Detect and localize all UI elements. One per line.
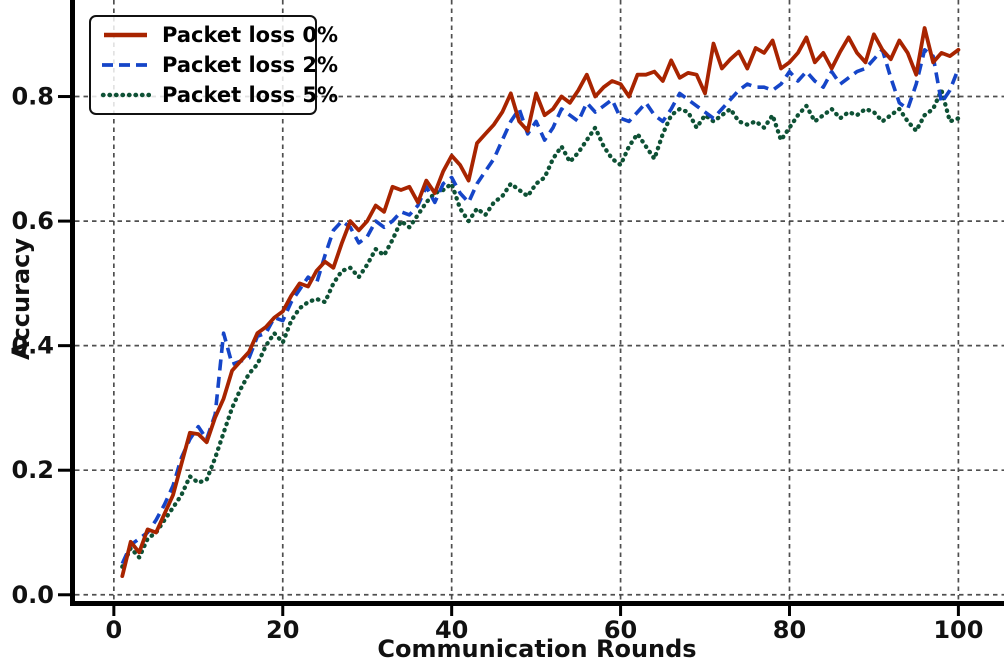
legend-line-solid-icon — [104, 32, 147, 38]
x-tick-label: 100 — [933, 616, 983, 644]
y-tick-label: 0.6 — [11, 207, 54, 235]
y-axis-spine — [70, 0, 75, 606]
legend-line-dotted-icon — [100, 92, 151, 98]
legend-label: Packet loss 0% — [162, 23, 339, 47]
legend-item-packet-loss-5: Packet loss 5% — [99, 80, 338, 110]
y-tick-label: 0.4 — [11, 332, 54, 360]
series-line-packet-loss-5- — [120, 88, 961, 569]
y-axis-label: Accuracy — [7, 237, 35, 361]
x-tick-label: 20 — [266, 616, 299, 644]
legend-label: Packet loss 2% — [162, 53, 339, 77]
legend: Packet loss 0% Packet loss 2% Packet los… — [89, 15, 338, 115]
series-line-packet-loss-2- — [120, 47, 961, 565]
legend-item-packet-loss-2: Packet loss 2% — [99, 50, 338, 80]
x-tick-label: 0 — [105, 616, 122, 644]
x-tick-label: 60 — [604, 616, 637, 644]
x-tick-label: 80 — [773, 616, 806, 644]
x-tick-label: 40 — [435, 616, 468, 644]
series-line-packet-loss-0- — [120, 26, 961, 578]
y-tick-label: 0.8 — [11, 83, 54, 111]
legend-label: Packet loss 5% — [162, 83, 339, 107]
x-axis-spine — [70, 601, 1004, 606]
legend-line-dashed-icon — [102, 63, 149, 67]
x-axis-label: Communication Rounds — [377, 635, 697, 663]
legend-item-packet-loss-0: Packet loss 0% — [99, 20, 338, 50]
y-tick-label: 0.0 — [11, 581, 54, 609]
y-tick-label: 0.2 — [11, 456, 54, 484]
